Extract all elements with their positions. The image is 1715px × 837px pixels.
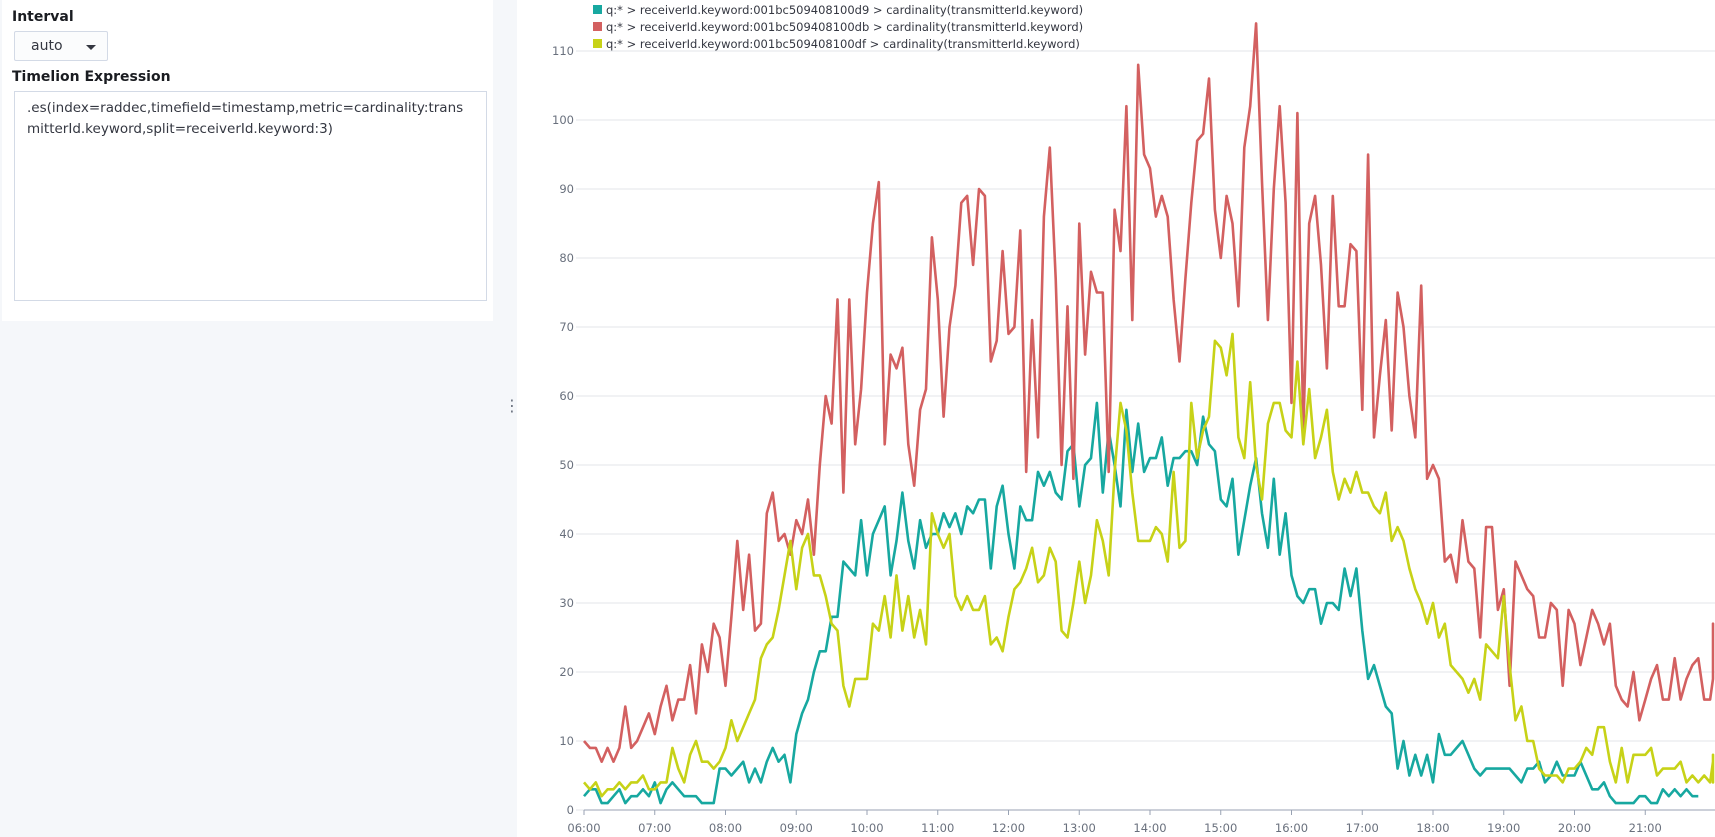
y-tick-label: 20: [559, 665, 574, 679]
x-tick-label: 17:00: [1346, 821, 1379, 835]
y-tick-label: 60: [559, 389, 574, 403]
controls-panel: Interval auto Timelion Expression .es(in…: [2, 0, 493, 321]
x-tick-label: 11:00: [921, 821, 954, 835]
y-tick-label: 110: [552, 44, 574, 58]
caret-down-icon: [86, 45, 96, 50]
y-tick-label: 30: [559, 596, 574, 610]
x-tick-label: 16:00: [1275, 821, 1308, 835]
timeline-chart: 0 10 20 30 40 50 60 70 80 90 100 110 06:00 07:00 08:00…: [552, 3, 1715, 835]
x-tick-label: 21:00: [1629, 821, 1662, 835]
y-tick-label: 90: [559, 182, 574, 196]
interval-label: Interval: [12, 9, 74, 25]
chart-area: 0 10 20 30 40 50 60 70 80 90 100 110 06:00 07:00 08:00…: [517, 0, 1715, 837]
series-line-3: [583, 332, 1715, 798]
panel-resize-handle[interactable]: ⋮: [504, 396, 520, 415]
y-tick-label: 0: [567, 803, 574, 817]
x-tick-label: 07:00: [638, 821, 671, 835]
x-tick-label: 12:00: [992, 821, 1025, 835]
x-tick-label: 10:00: [850, 821, 883, 835]
legend-swatch-1: [593, 5, 602, 14]
interval-select[interactable]: auto: [14, 31, 108, 61]
x-tick-label: 20:00: [1558, 821, 1591, 835]
legend-entry-1: q:* > receiverId.keyword:001bc509408100d…: [606, 3, 1083, 17]
interval-value: auto: [31, 38, 63, 54]
x-tick-label: 13:00: [1063, 821, 1096, 835]
y-tick-label: 10: [559, 734, 574, 748]
legend-swatch-2: [593, 22, 602, 31]
x-tick-label: 19:00: [1487, 821, 1520, 835]
x-tick-label: 09:00: [780, 821, 813, 835]
y-tick-label: 70: [559, 320, 574, 334]
series-line-1: [583, 401, 1699, 805]
x-tick-label: 08:00: [709, 821, 742, 835]
legend-entry-2: q:* > receiverId.keyword:001bc509408100d…: [606, 20, 1083, 34]
x-tick-label: 15:00: [1204, 821, 1237, 835]
y-tick-label: 50: [559, 458, 574, 472]
expression-label: Timelion Expression: [12, 69, 171, 85]
y-tick-label: 40: [559, 527, 574, 541]
legend-swatch-3: [593, 39, 602, 48]
y-tick-label: 80: [559, 251, 574, 265]
x-tick-label: 14:00: [1133, 821, 1166, 835]
legend-entry-3: q:* > receiverId.keyword:001bc509408100d…: [606, 37, 1080, 51]
x-tick-label: 18:00: [1416, 821, 1449, 835]
expression-input[interactable]: .es(index=raddec,timefield=timestamp,met…: [14, 91, 487, 301]
series-line-2: [583, 22, 1715, 764]
x-tick-label: 06:00: [567, 821, 600, 835]
y-tick-label: 100: [552, 113, 574, 127]
